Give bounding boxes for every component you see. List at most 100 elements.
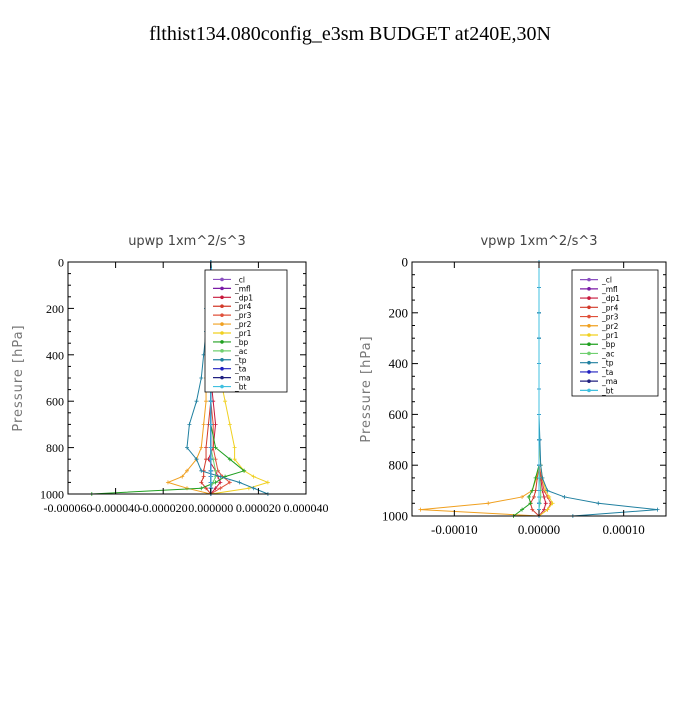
chart-panel-vpwp: vpwp 1xm^2/s^3 Pressure [hPa] 0 200 400 600 80…	[359, 234, 667, 537]
legend-label-mfl: _mfl	[601, 285, 618, 294]
series-point-tp	[251, 486, 256, 491]
series-point-bt	[537, 412, 541, 417]
legend-marker-bp	[220, 340, 224, 344]
y-axis-label: Pressure [hPa]	[11, 324, 26, 431]
series-point-bt	[208, 399, 213, 404]
x-tick-label: 0.000000	[188, 501, 233, 515]
series-point-bp	[242, 468, 247, 473]
series-point-bt	[537, 387, 541, 391]
legend-marker-tp	[220, 357, 224, 362]
y-tick-label: 200	[46, 302, 64, 316]
legend-marker-bp	[587, 342, 591, 347]
legend-label-pr4: _pr4	[601, 303, 619, 312]
series-point-pr4	[530, 507, 535, 512]
legend-label-ac: _ac	[234, 347, 247, 356]
y-tick-label: 800	[46, 441, 64, 455]
series-point-tp	[185, 445, 189, 450]
series-point-bt	[537, 494, 541, 499]
series-point-pr2	[180, 474, 185, 479]
series-point-tp	[187, 422, 192, 427]
legend-label-tp: _tp	[601, 359, 614, 368]
legend-label-pr3: _pr3	[234, 311, 252, 320]
legend-label-bp: _bp	[601, 340, 616, 349]
series-point-dp1	[218, 480, 223, 485]
series-point-bp	[213, 445, 218, 450]
x-tick-label: 0.000040	[284, 501, 329, 515]
legend-label-tp: _tp	[234, 356, 247, 365]
series-point-dp1	[543, 501, 548, 506]
series-point-pr4	[201, 474, 206, 479]
series-point-bt	[208, 445, 213, 450]
series-point-bt	[537, 463, 541, 468]
x-tick-label: -0.000060	[44, 501, 93, 515]
series-point-pr4	[531, 494, 536, 499]
legend-label-dp1: _dp1	[234, 293, 253, 302]
y-tick-label: 800	[389, 458, 409, 473]
series-point-tp	[655, 507, 660, 512]
legend-marker-ac	[587, 351, 591, 356]
series-point-tp	[237, 480, 242, 485]
x-tick-label: 0.00000	[518, 522, 560, 537]
y-tick-label: 600	[46, 395, 64, 409]
legend-label-pr3: _pr3	[601, 313, 619, 322]
series-point-tp	[194, 457, 199, 462]
legend-marker-pr4	[587, 305, 591, 310]
legend-marker-pr2	[587, 323, 591, 328]
series-point-bt	[537, 488, 541, 493]
legend-label-bt: _bt	[601, 386, 614, 395]
legend-marker-ac	[220, 349, 224, 353]
series-point-pr1	[232, 457, 237, 462]
series-point-bp	[526, 494, 531, 499]
series-point-bt	[208, 468, 213, 473]
legend-label-cl: _cl	[234, 275, 245, 284]
series-point-pr4	[204, 457, 209, 462]
legend-label-ta: _ta	[234, 365, 246, 374]
series-point-bt	[537, 310, 541, 315]
series-point-pr2	[418, 507, 423, 512]
series-point-bt	[537, 285, 541, 290]
series-point-pr2	[165, 480, 170, 485]
y-tick-label: 400	[46, 348, 64, 362]
x-tick-label: -0.000040	[91, 501, 140, 515]
series-point-dp1	[542, 494, 547, 499]
series-point-tp	[199, 376, 204, 380]
series-point-bt	[208, 457, 213, 462]
legend-label-ma: _ma	[601, 377, 618, 386]
legend-label-pr1: _pr1	[234, 329, 252, 338]
legend: _cl_mfl_dp1_pr4_pr3_pr2_pr1_bp_ac_tp_ta_…	[571, 269, 659, 397]
page-title: flthist134.080config_e3sm BUDGET at240E,…	[149, 23, 551, 45]
series-point-pr1	[227, 422, 232, 427]
series-point-bt	[537, 361, 541, 366]
y-tick-label: 400	[389, 356, 409, 371]
series-point-pr2	[204, 399, 209, 404]
legend-marker-dp1	[220, 295, 224, 300]
legend-label-cl: _cl	[601, 276, 612, 285]
y-tick-label: 0	[58, 256, 64, 270]
y-tick-label: 600	[389, 407, 409, 422]
series-point-pr4	[204, 486, 209, 491]
series-point-tp	[545, 488, 550, 493]
series-line-pr2	[420, 262, 540, 517]
series-point-pr2	[185, 468, 189, 473]
chart-panel-upwp: upwp 1xm^2/s^3 Pressure [hPa] 0 200 400 600 80…	[11, 234, 329, 515]
legend-marker-bt	[220, 384, 224, 389]
legend-marker-bt	[587, 388, 591, 393]
legend-label-pr2: _pr2	[601, 322, 619, 331]
series-point-pr1	[265, 480, 270, 485]
series-point-bp	[227, 457, 232, 462]
legend-box	[571, 269, 659, 397]
series-point-pr1	[545, 507, 550, 512]
series-point-tp	[540, 475, 545, 480]
legend-label-ac: _ac	[601, 349, 614, 358]
series-point-pr1	[251, 474, 256, 479]
legend-marker-dp1	[587, 296, 591, 300]
series-point-pr4	[533, 488, 538, 493]
legend-label-pr1: _pr1	[601, 331, 619, 340]
legend-label-ta: _ta	[601, 368, 613, 377]
x-tick-label: -0.000020	[139, 501, 188, 515]
y-tick-label: 1000	[40, 488, 64, 502]
x-tick-label: 0.00010	[603, 522, 645, 537]
series-point-ac	[213, 468, 218, 473]
series-point-pr1	[223, 399, 228, 404]
